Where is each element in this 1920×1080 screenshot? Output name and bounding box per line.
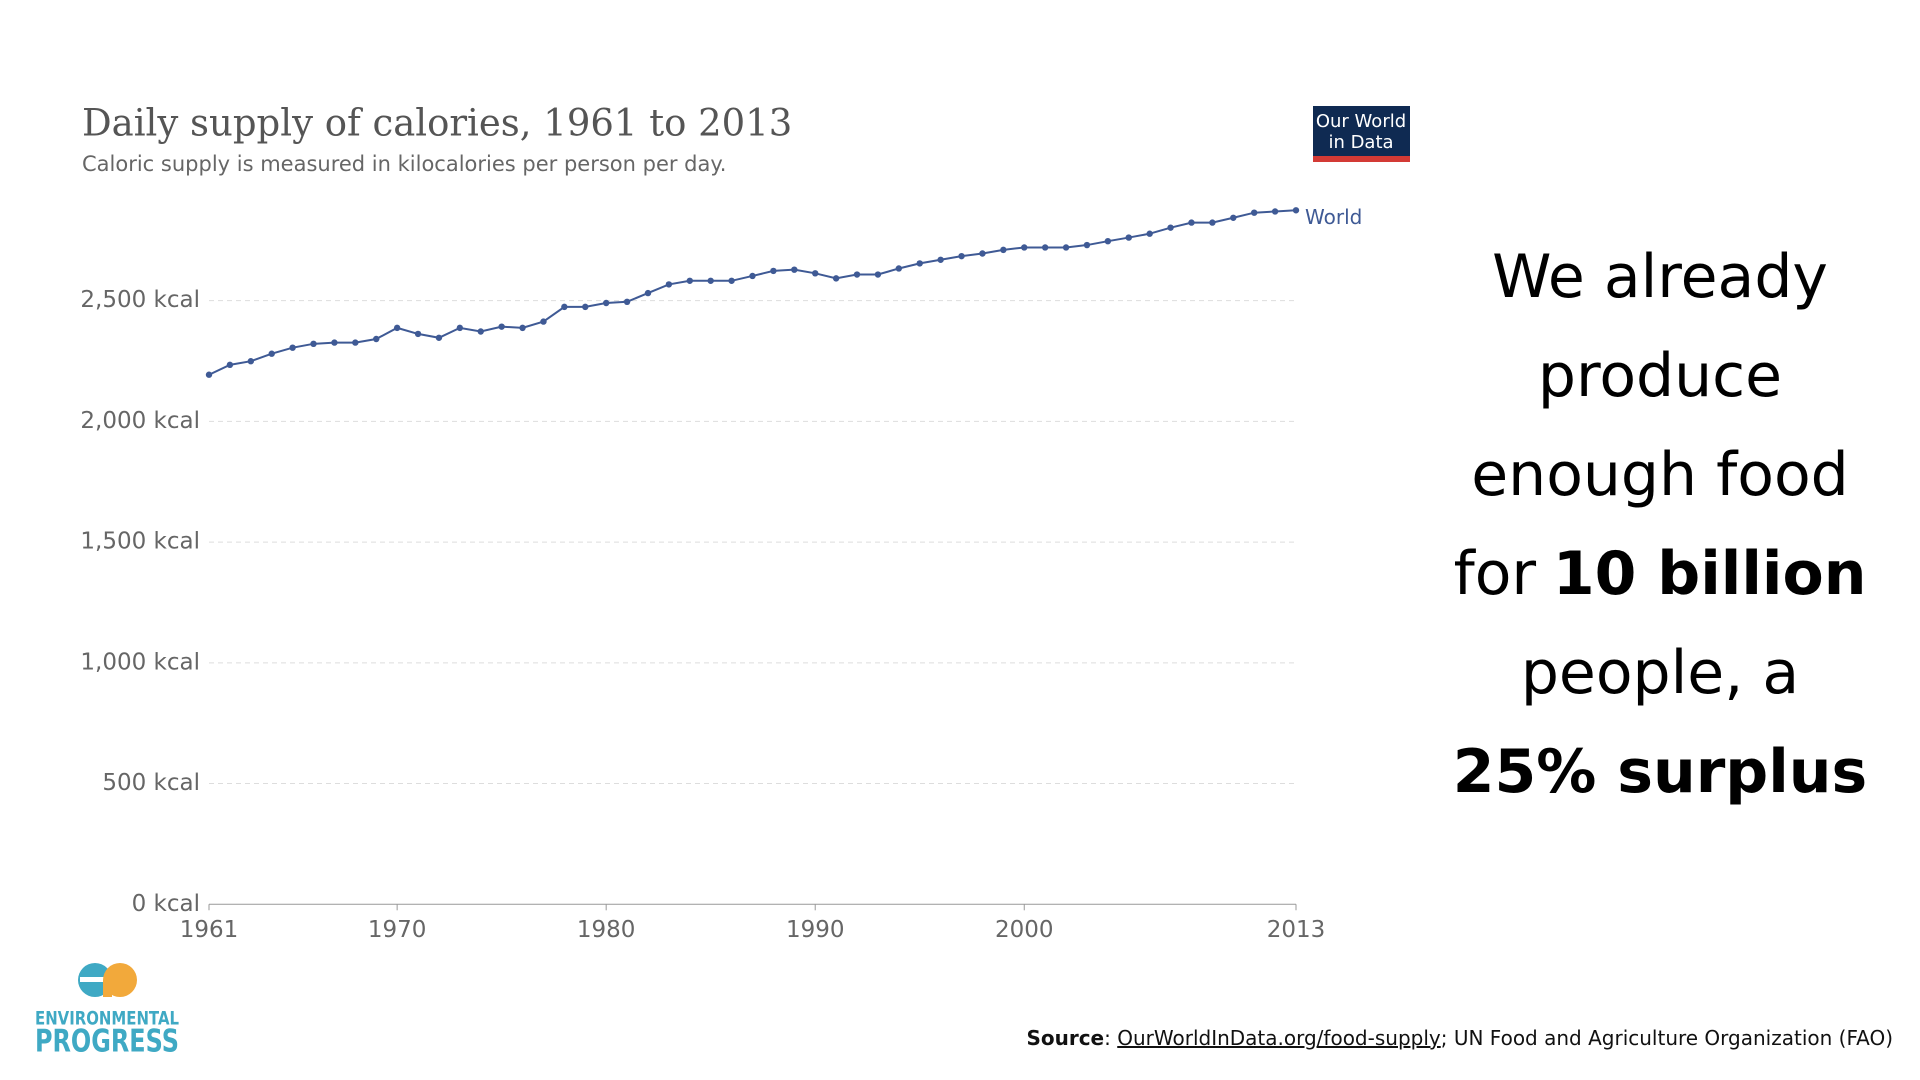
data-point xyxy=(623,298,631,306)
data-point xyxy=(1250,209,1258,216)
source-text: : xyxy=(1104,1026,1118,1050)
data-point xyxy=(1230,214,1237,221)
data-point xyxy=(749,272,756,280)
x-tick-label: 1961 xyxy=(180,917,239,943)
data-point xyxy=(331,339,338,346)
data-point xyxy=(519,324,526,332)
data-point xyxy=(770,267,777,275)
data-point xyxy=(393,324,401,332)
series-line xyxy=(208,209,1297,376)
data-point xyxy=(791,266,798,273)
data-point xyxy=(1209,219,1216,226)
data-point xyxy=(602,299,610,307)
headline-text: produce xyxy=(1537,341,1783,411)
data-point xyxy=(979,250,986,257)
data-point xyxy=(1041,244,1049,251)
data-point xyxy=(1167,224,1174,231)
data-point xyxy=(874,271,882,278)
data-point xyxy=(1083,241,1091,249)
headline-text: enough food xyxy=(1471,440,1849,510)
data-point xyxy=(812,270,819,277)
data-point xyxy=(1292,207,1300,214)
data-point xyxy=(832,275,840,282)
data-point xyxy=(707,277,714,284)
source-text: ; UN Food and Agriculture Organization (… xyxy=(1440,1026,1893,1050)
data-point xyxy=(1271,208,1279,215)
data-point xyxy=(958,252,965,260)
y-tick-label: 1,500 kcal xyxy=(80,529,200,555)
logo-text: PROGRESS xyxy=(35,1024,179,1060)
data-point xyxy=(582,303,589,311)
data-point xyxy=(937,256,944,263)
logo-text: ENVIRONMENTAL xyxy=(35,1008,179,1030)
data-point xyxy=(289,344,296,351)
data-point xyxy=(1188,219,1195,226)
data-point xyxy=(895,265,903,272)
data-point xyxy=(665,281,673,288)
data-point xyxy=(352,339,359,346)
x-tick-label: 2000 xyxy=(995,917,1054,943)
data-point xyxy=(435,334,443,341)
data-point xyxy=(1062,244,1070,251)
data-point xyxy=(561,303,568,311)
logo: ENVIRONMENTAL PROGRESS xyxy=(35,963,179,1060)
source-text: OurWorldInData.org/food-supply xyxy=(1117,1026,1441,1050)
badge-box xyxy=(1313,106,1410,162)
headline-line: We already xyxy=(1430,228,1890,327)
data-point xyxy=(498,323,505,330)
data-point xyxy=(226,361,234,369)
chart-subtitle: Caloric supply is measured in kilocalori… xyxy=(82,152,726,176)
chart-title: Daily supply of calories, 1961 to 2013 xyxy=(82,102,792,145)
data-point xyxy=(310,340,317,348)
logo-e-bar xyxy=(80,977,110,982)
series-label: World xyxy=(1305,205,1362,229)
data-point xyxy=(644,289,652,297)
data-point xyxy=(456,324,464,332)
data-point xyxy=(414,330,422,338)
source: Source: OurWorldInData.org/food-supply; … xyxy=(1026,1026,1893,1050)
data-point xyxy=(1021,244,1028,251)
headline-line: for 10 billion xyxy=(1430,525,1890,624)
y-tick-label: 1,000 kcal xyxy=(80,649,200,675)
data-point xyxy=(1146,230,1153,237)
headline-line: people, a xyxy=(1430,624,1890,723)
badge-text: in Data xyxy=(1328,132,1393,153)
headline-line: produce xyxy=(1430,327,1890,426)
data-point xyxy=(268,350,275,357)
headline-text: 10 billion xyxy=(1552,539,1867,609)
data-point xyxy=(540,318,547,325)
headline-text: for xyxy=(1453,539,1537,609)
data-point xyxy=(1000,246,1007,254)
data-point xyxy=(247,358,255,365)
headline-line: 25% surplus xyxy=(1430,723,1890,822)
y-tick-label: 2,000 kcal xyxy=(80,408,200,434)
data-point xyxy=(916,260,923,267)
headline-line: enough food xyxy=(1430,426,1890,525)
headline-text: people, a xyxy=(1520,638,1800,708)
source-text: Source xyxy=(1026,1026,1105,1050)
y-tick-label: 500 kcal xyxy=(102,770,200,796)
badge-text: Our World xyxy=(1316,111,1406,132)
x-tick-label: 1990 xyxy=(786,917,845,943)
x-tick-label: 1970 xyxy=(368,917,427,943)
logo-p-stem xyxy=(103,980,112,997)
x-tick-label: 2013 xyxy=(1267,917,1326,943)
data-point xyxy=(853,271,861,278)
data-point xyxy=(1125,234,1132,241)
headline-text: 25% surplus xyxy=(1452,737,1868,807)
data-point xyxy=(373,335,380,343)
y-tick-label: 0 kcal xyxy=(132,891,200,917)
badge-strip xyxy=(1313,156,1410,162)
data-point xyxy=(1104,237,1112,245)
data-point xyxy=(728,277,735,284)
data-point xyxy=(477,328,484,335)
x-tick-label: 1980 xyxy=(577,917,636,943)
y-tick-label: 2,500 kcal xyxy=(80,287,200,313)
data-point xyxy=(686,277,693,284)
headline-text: We already xyxy=(1492,242,1828,312)
data-point xyxy=(205,371,213,378)
headline: We already produce enough food for 10 billio… xyxy=(1430,228,1890,822)
